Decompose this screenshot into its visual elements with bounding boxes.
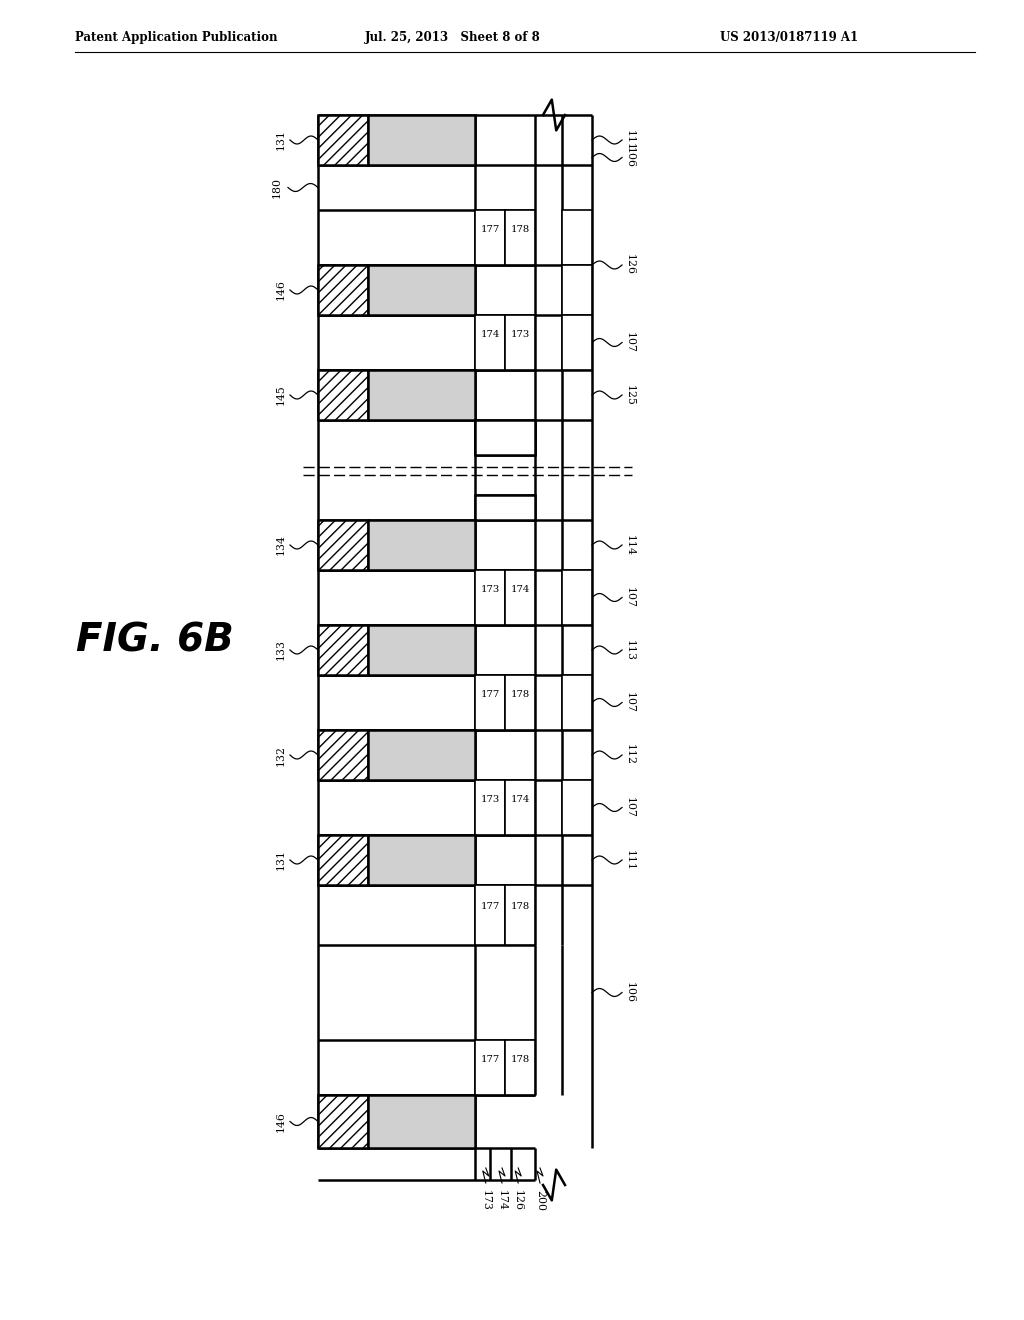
Text: Jul. 25, 2013   Sheet 8 of 8: Jul. 25, 2013 Sheet 8 of 8 — [365, 30, 541, 44]
Text: 146: 146 — [276, 1111, 286, 1133]
Bar — [475, 495, 535, 520]
Bar — [368, 520, 475, 570]
Bar — [562, 780, 592, 836]
Bar — [475, 420, 535, 455]
Text: 177: 177 — [480, 1056, 500, 1064]
Text: 174: 174 — [480, 330, 500, 339]
Text: 173: 173 — [480, 585, 500, 594]
Text: 200: 200 — [535, 1191, 545, 1210]
Bar — [562, 210, 592, 265]
Bar — [368, 624, 475, 675]
Text: US 2013/0187119 A1: US 2013/0187119 A1 — [720, 30, 858, 44]
Bar — [505, 210, 535, 265]
Text: 177: 177 — [480, 902, 500, 911]
Bar — [318, 370, 368, 420]
Bar — [475, 780, 505, 836]
Bar — [318, 265, 368, 315]
Bar — [505, 675, 535, 730]
Text: 177: 177 — [480, 226, 500, 235]
Text: FIG. 6B: FIG. 6B — [76, 620, 233, 659]
Text: 107: 107 — [625, 587, 635, 609]
Bar — [505, 884, 535, 945]
Text: 126: 126 — [625, 255, 635, 276]
Text: 107: 107 — [625, 692, 635, 713]
Text: 178: 178 — [510, 902, 529, 911]
Text: 177: 177 — [480, 690, 500, 700]
Text: 180: 180 — [272, 177, 282, 198]
Bar — [505, 1040, 535, 1096]
Text: 174: 174 — [497, 1191, 507, 1210]
Bar — [368, 115, 475, 165]
Text: 131: 131 — [276, 850, 286, 870]
Text: 174: 174 — [510, 796, 529, 804]
Text: 134: 134 — [276, 535, 286, 556]
Bar — [368, 265, 475, 315]
Text: 114: 114 — [625, 535, 635, 556]
Bar — [475, 1040, 505, 1096]
Text: 125: 125 — [625, 384, 635, 405]
Bar — [318, 1096, 368, 1148]
Bar — [368, 1096, 475, 1148]
Text: 173: 173 — [481, 1191, 490, 1210]
Text: 126: 126 — [513, 1191, 523, 1210]
Text: 133: 133 — [276, 639, 286, 660]
Text: 145: 145 — [276, 384, 286, 405]
Text: 107: 107 — [625, 797, 635, 818]
Text: 178: 178 — [510, 1056, 529, 1064]
Bar — [318, 730, 368, 780]
Text: Patent Application Publication: Patent Application Publication — [75, 30, 278, 44]
Text: 106: 106 — [625, 982, 635, 1003]
Bar — [475, 675, 505, 730]
Text: 132: 132 — [276, 744, 286, 766]
Bar — [475, 210, 505, 265]
Bar — [562, 675, 592, 730]
Bar — [505, 315, 535, 370]
Text: 173: 173 — [510, 330, 529, 339]
Bar — [368, 836, 475, 884]
Bar — [475, 884, 505, 945]
Bar — [318, 115, 368, 165]
Text: 131: 131 — [276, 129, 286, 150]
Bar — [505, 780, 535, 836]
Text: 107: 107 — [625, 333, 635, 352]
Bar — [475, 315, 505, 370]
Bar — [505, 570, 535, 624]
Text: 113: 113 — [625, 639, 635, 660]
Bar — [318, 836, 368, 884]
Text: 178: 178 — [510, 690, 529, 700]
Bar — [562, 315, 592, 370]
Bar — [562, 265, 592, 315]
Text: 106: 106 — [625, 147, 635, 168]
Text: 174: 174 — [510, 585, 529, 594]
Text: 146: 146 — [276, 280, 286, 301]
Text: 111: 111 — [625, 850, 635, 870]
Bar — [318, 624, 368, 675]
Bar — [318, 520, 368, 570]
Bar — [368, 370, 475, 420]
Text: 111: 111 — [625, 129, 635, 150]
Bar — [368, 730, 475, 780]
Bar — [475, 570, 505, 624]
Text: 178: 178 — [510, 226, 529, 235]
Bar — [562, 570, 592, 624]
Text: 112: 112 — [625, 744, 635, 766]
Text: 173: 173 — [480, 796, 500, 804]
